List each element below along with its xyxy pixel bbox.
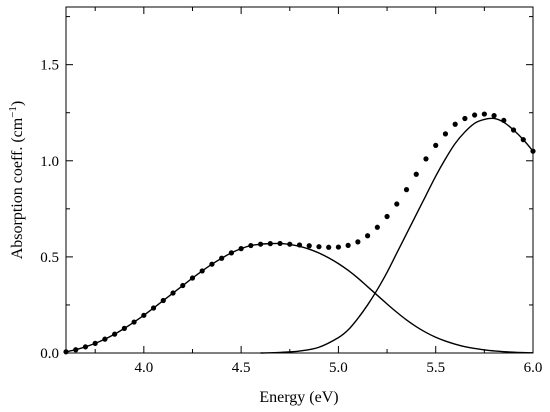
data-point bbox=[219, 255, 225, 261]
data-point bbox=[423, 156, 429, 162]
tick-labels: 4.0 4.5 5.0 5.5 6.0 0.0 0.5 1.0 1.5 bbox=[40, 58, 542, 376]
data-point bbox=[384, 213, 390, 220]
data-point bbox=[121, 325, 127, 331]
x-axis-label: Energy (eV) bbox=[259, 389, 338, 406]
y-tick-label: 0.0 bbox=[40, 346, 59, 362]
fit-curve-1 bbox=[65, 242, 534, 354]
data-point bbox=[442, 131, 449, 137]
x-tick-label: 5.5 bbox=[426, 360, 445, 376]
data-point bbox=[73, 347, 79, 353]
data-point bbox=[131, 319, 137, 325]
data-point bbox=[462, 115, 468, 122]
y-axis-label-superscript: −1 bbox=[7, 106, 19, 118]
data-point bbox=[335, 244, 342, 250]
data-point bbox=[296, 242, 303, 248]
data-point bbox=[306, 243, 312, 249]
data-point bbox=[102, 336, 108, 342]
data-point bbox=[374, 224, 380, 230]
data-point bbox=[481, 111, 487, 117]
y-tick-label: 0.5 bbox=[40, 250, 59, 266]
data-point bbox=[141, 312, 147, 318]
data-point bbox=[394, 201, 400, 207]
data-point bbox=[92, 340, 98, 346]
x-tick-label: 4.0 bbox=[134, 360, 153, 376]
data-point bbox=[160, 297, 166, 304]
data-point bbox=[287, 241, 293, 247]
data-point bbox=[82, 344, 89, 350]
y-axis-label-end: ) bbox=[9, 101, 26, 106]
data-point bbox=[257, 241, 264, 247]
data-point bbox=[238, 246, 244, 252]
data-point bbox=[170, 290, 176, 296]
data-point bbox=[316, 244, 322, 250]
data-point bbox=[199, 268, 205, 274]
data-point bbox=[345, 242, 351, 248]
data-point bbox=[112, 331, 118, 337]
data-point bbox=[209, 261, 215, 267]
y-tick-label: 1.0 bbox=[40, 154, 59, 170]
data-point bbox=[248, 242, 254, 249]
data-points bbox=[63, 111, 536, 355]
data-point bbox=[530, 148, 536, 154]
data-point bbox=[180, 282, 186, 289]
data-point bbox=[355, 239, 361, 245]
plot-frame bbox=[65, 6, 534, 354]
data-point bbox=[510, 127, 517, 133]
data-point bbox=[472, 112, 478, 118]
axis-ticks bbox=[66, 7, 534, 354]
y-axis-label-main: Absorption coeff. (cm bbox=[9, 117, 26, 259]
data-point bbox=[228, 250, 234, 256]
y-tick-label: 1.5 bbox=[40, 58, 59, 74]
x-tick-label: 5.0 bbox=[329, 360, 348, 376]
data-point bbox=[413, 171, 419, 177]
data-point bbox=[326, 244, 332, 250]
data-point bbox=[501, 117, 507, 124]
y-axis-label: Absorption coeff. (cm−1) bbox=[7, 101, 26, 260]
data-point bbox=[403, 187, 410, 193]
data-point bbox=[491, 113, 497, 119]
data-point bbox=[63, 349, 69, 355]
data-point bbox=[452, 121, 458, 127]
data-point bbox=[150, 305, 157, 311]
data-point bbox=[520, 137, 526, 143]
fit-curves bbox=[65, 117, 534, 354]
fit-curve-2 bbox=[260, 117, 534, 354]
data-point bbox=[433, 142, 439, 148]
data-point bbox=[189, 275, 196, 281]
data-point bbox=[267, 241, 273, 247]
x-tick-label: 4.5 bbox=[232, 360, 251, 376]
x-tick-label: 6.0 bbox=[524, 360, 543, 376]
data-point bbox=[365, 233, 371, 239]
data-point bbox=[277, 240, 283, 247]
